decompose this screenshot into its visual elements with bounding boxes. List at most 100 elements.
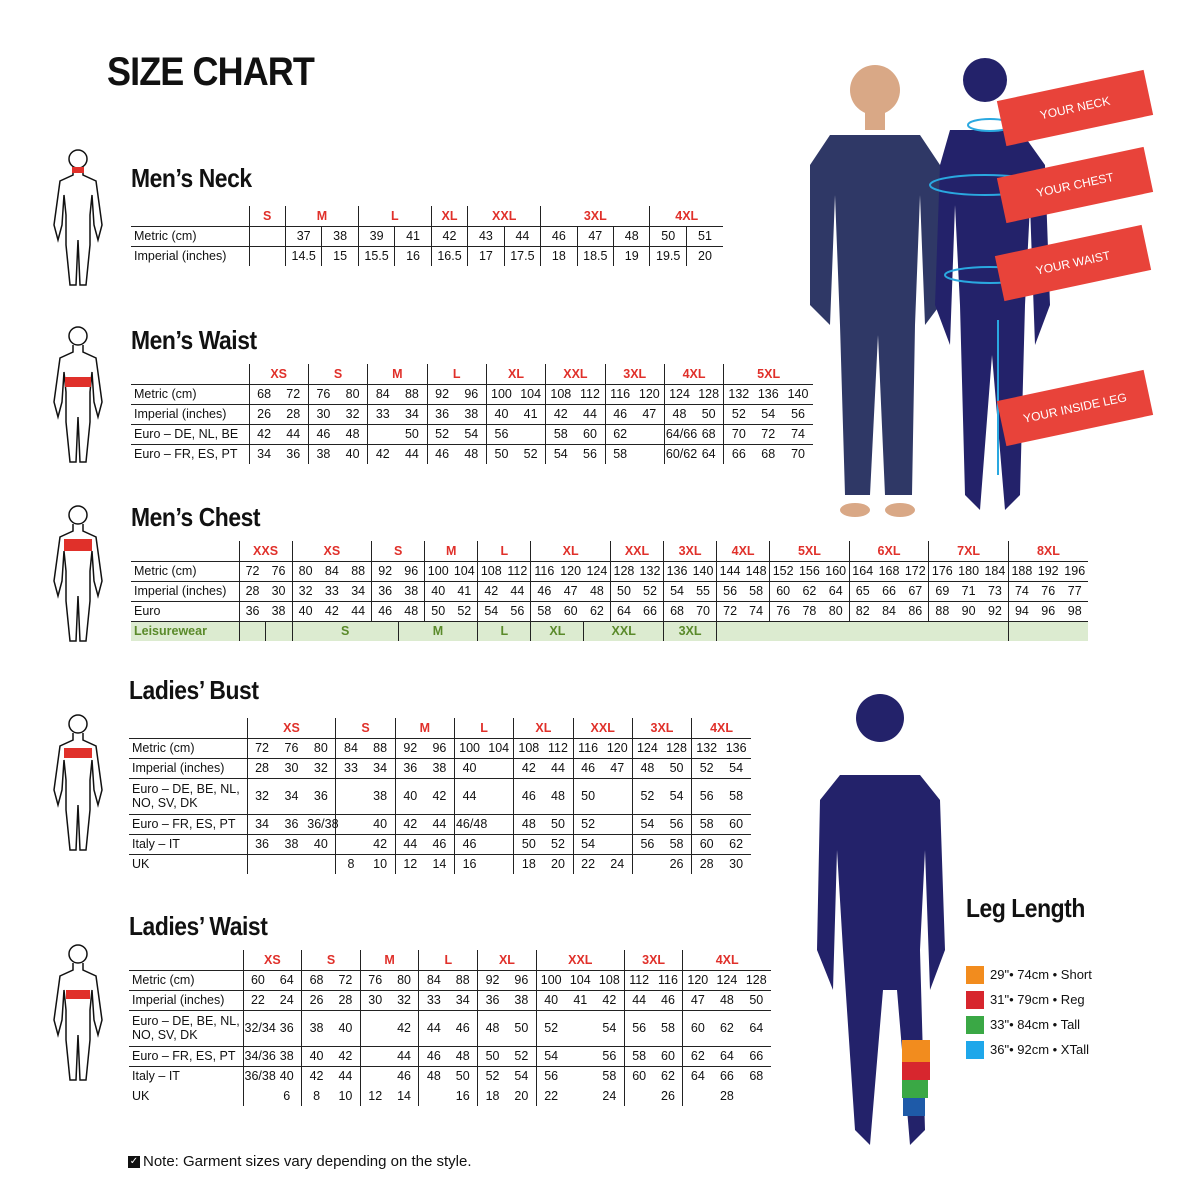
table-cell: 54 (456, 423, 487, 444)
table-cell (602, 813, 633, 834)
table-cell: 44 (453, 777, 485, 814)
table-cell: 52 (636, 580, 664, 601)
mens-neck-table: S M L XL XXL 3XL 4XL Metric (cm) 37 38 39 41 42 43 44 4… (131, 206, 723, 266)
table-cell: 50 (477, 1045, 507, 1066)
table-cell: 40 (291, 600, 319, 621)
table-cell: 34 (276, 777, 307, 814)
table-cell: 14 (424, 853, 455, 874)
table-cell: 6 (283, 1089, 291, 1103)
table-cell: 128 (694, 383, 724, 404)
table-cell: 180 (955, 560, 982, 581)
size-label: XXL (572, 718, 633, 738)
table-cell: 188 (1007, 560, 1035, 581)
table-cell: 120 (557, 560, 584, 581)
table-cell: 58 (545, 423, 576, 444)
leisurewear-row: Leisurewear S M L XL XXL 3XL (131, 620, 1088, 641)
color-swatch (966, 990, 984, 1009)
table-cell: 38 (272, 1045, 302, 1066)
table-cell: 47 (602, 757, 633, 778)
table-cell: 144 (716, 560, 744, 581)
table-cell: 54 (753, 403, 784, 424)
table-cell: 40 (338, 443, 368, 464)
table-cell: 104 (451, 560, 478, 581)
table-cell: 32 (389, 989, 419, 1010)
table-cell: 16 (394, 245, 432, 266)
table-cell: 52 (691, 757, 722, 778)
table-cell: 98 (1061, 600, 1088, 621)
table-cell: 17 (467, 245, 505, 266)
table-cell: 56 (716, 580, 744, 601)
table-cell (566, 1086, 595, 1106)
table-cell (565, 1045, 595, 1066)
table-cell: 36 (477, 989, 507, 1010)
table-cell: 16 (455, 1089, 470, 1103)
table-cell: 80 (338, 383, 368, 404)
table-cell: 34 (365, 757, 396, 778)
table-cell (276, 853, 307, 874)
size-label: XXL (609, 541, 664, 561)
table-cell: 88 (365, 737, 396, 758)
size-label: 8XL (1007, 541, 1088, 561)
table-cell: 68 (753, 443, 784, 464)
table-cell: 52 (426, 423, 457, 444)
row-label: Metric (cm) (129, 969, 244, 990)
table-cell: 136 (663, 560, 691, 581)
table-cell: 56 (661, 813, 692, 834)
table-cell: 46 (307, 423, 339, 444)
table-cell: 34 (345, 580, 372, 601)
table-cell: 28 (278, 403, 309, 424)
color-swatch (966, 965, 984, 984)
table-cell: 58 (743, 580, 770, 601)
size-label: S (301, 950, 361, 970)
size-header-row: XS S M L XL XXL 3XL 4XL (129, 718, 751, 738)
size-label: L (418, 950, 478, 970)
table-cell (359, 1065, 390, 1086)
table-cell (359, 1045, 390, 1066)
table-cell: 128 (609, 560, 637, 581)
row-label: Imperial (inches) (131, 245, 250, 266)
size-label: L (357, 206, 432, 226)
table-cell: 58 (594, 1065, 625, 1086)
table-cell: 72 (278, 383, 309, 404)
table-cell: 46 (530, 580, 558, 601)
table-cell: 108 (477, 560, 505, 581)
size-label: XL (477, 950, 537, 970)
section-title: Ladies’ Waist (129, 911, 268, 941)
row-label: Euro – FR, ES, PT (129, 1045, 244, 1066)
table-cell: 62 (653, 1065, 683, 1086)
table-cell: 132 (636, 560, 664, 581)
size-label: L (453, 718, 514, 738)
table-cell: 58 (623, 1045, 654, 1066)
table-cell: 84 (335, 737, 366, 758)
table-cell: 66 (636, 600, 664, 621)
table-cell: 140 (690, 560, 717, 581)
size-label: 5XL (723, 364, 813, 384)
table-cell: 46 (540, 225, 578, 246)
table-cell: 104 (516, 383, 546, 404)
table-cell: 72 (247, 737, 277, 758)
table-row: UK 8 10 12 14 16 18 20 22 24 26 28 30 (129, 853, 751, 874)
table-cell: 8 (301, 1086, 331, 1106)
table-cell: 66 (723, 443, 754, 464)
table-cell: 40 (330, 1009, 361, 1046)
leg-band-tall (902, 1080, 928, 1098)
table-cell (516, 423, 546, 444)
table-cell: 42 (389, 1009, 419, 1046)
table-cell: 36/38 (306, 813, 339, 834)
table-cell: 42 (477, 580, 505, 601)
leisurewear-size: S (291, 620, 399, 641)
leg-band-short (902, 1040, 930, 1062)
table-cell: 48 (448, 1045, 478, 1066)
table-cell: 62 (604, 423, 635, 444)
table-cell: 54 (594, 1009, 625, 1046)
table-cell: 42 (424, 777, 455, 814)
table-row: UK 6 8 10 12 14 16 18 20 22 24 26 28 (129, 1086, 771, 1106)
leg-length-title: Leg Length (966, 893, 1085, 923)
table-cell: 160 (822, 560, 850, 581)
empty-cell (131, 206, 250, 226)
table-cell: 60 (575, 423, 606, 444)
legend-label: 33"• 84cm • Tall (990, 1017, 1081, 1032)
table-cell: 92 (426, 383, 457, 404)
leisurewear-size: L (477, 620, 531, 641)
table-cell: 112 (623, 969, 654, 990)
